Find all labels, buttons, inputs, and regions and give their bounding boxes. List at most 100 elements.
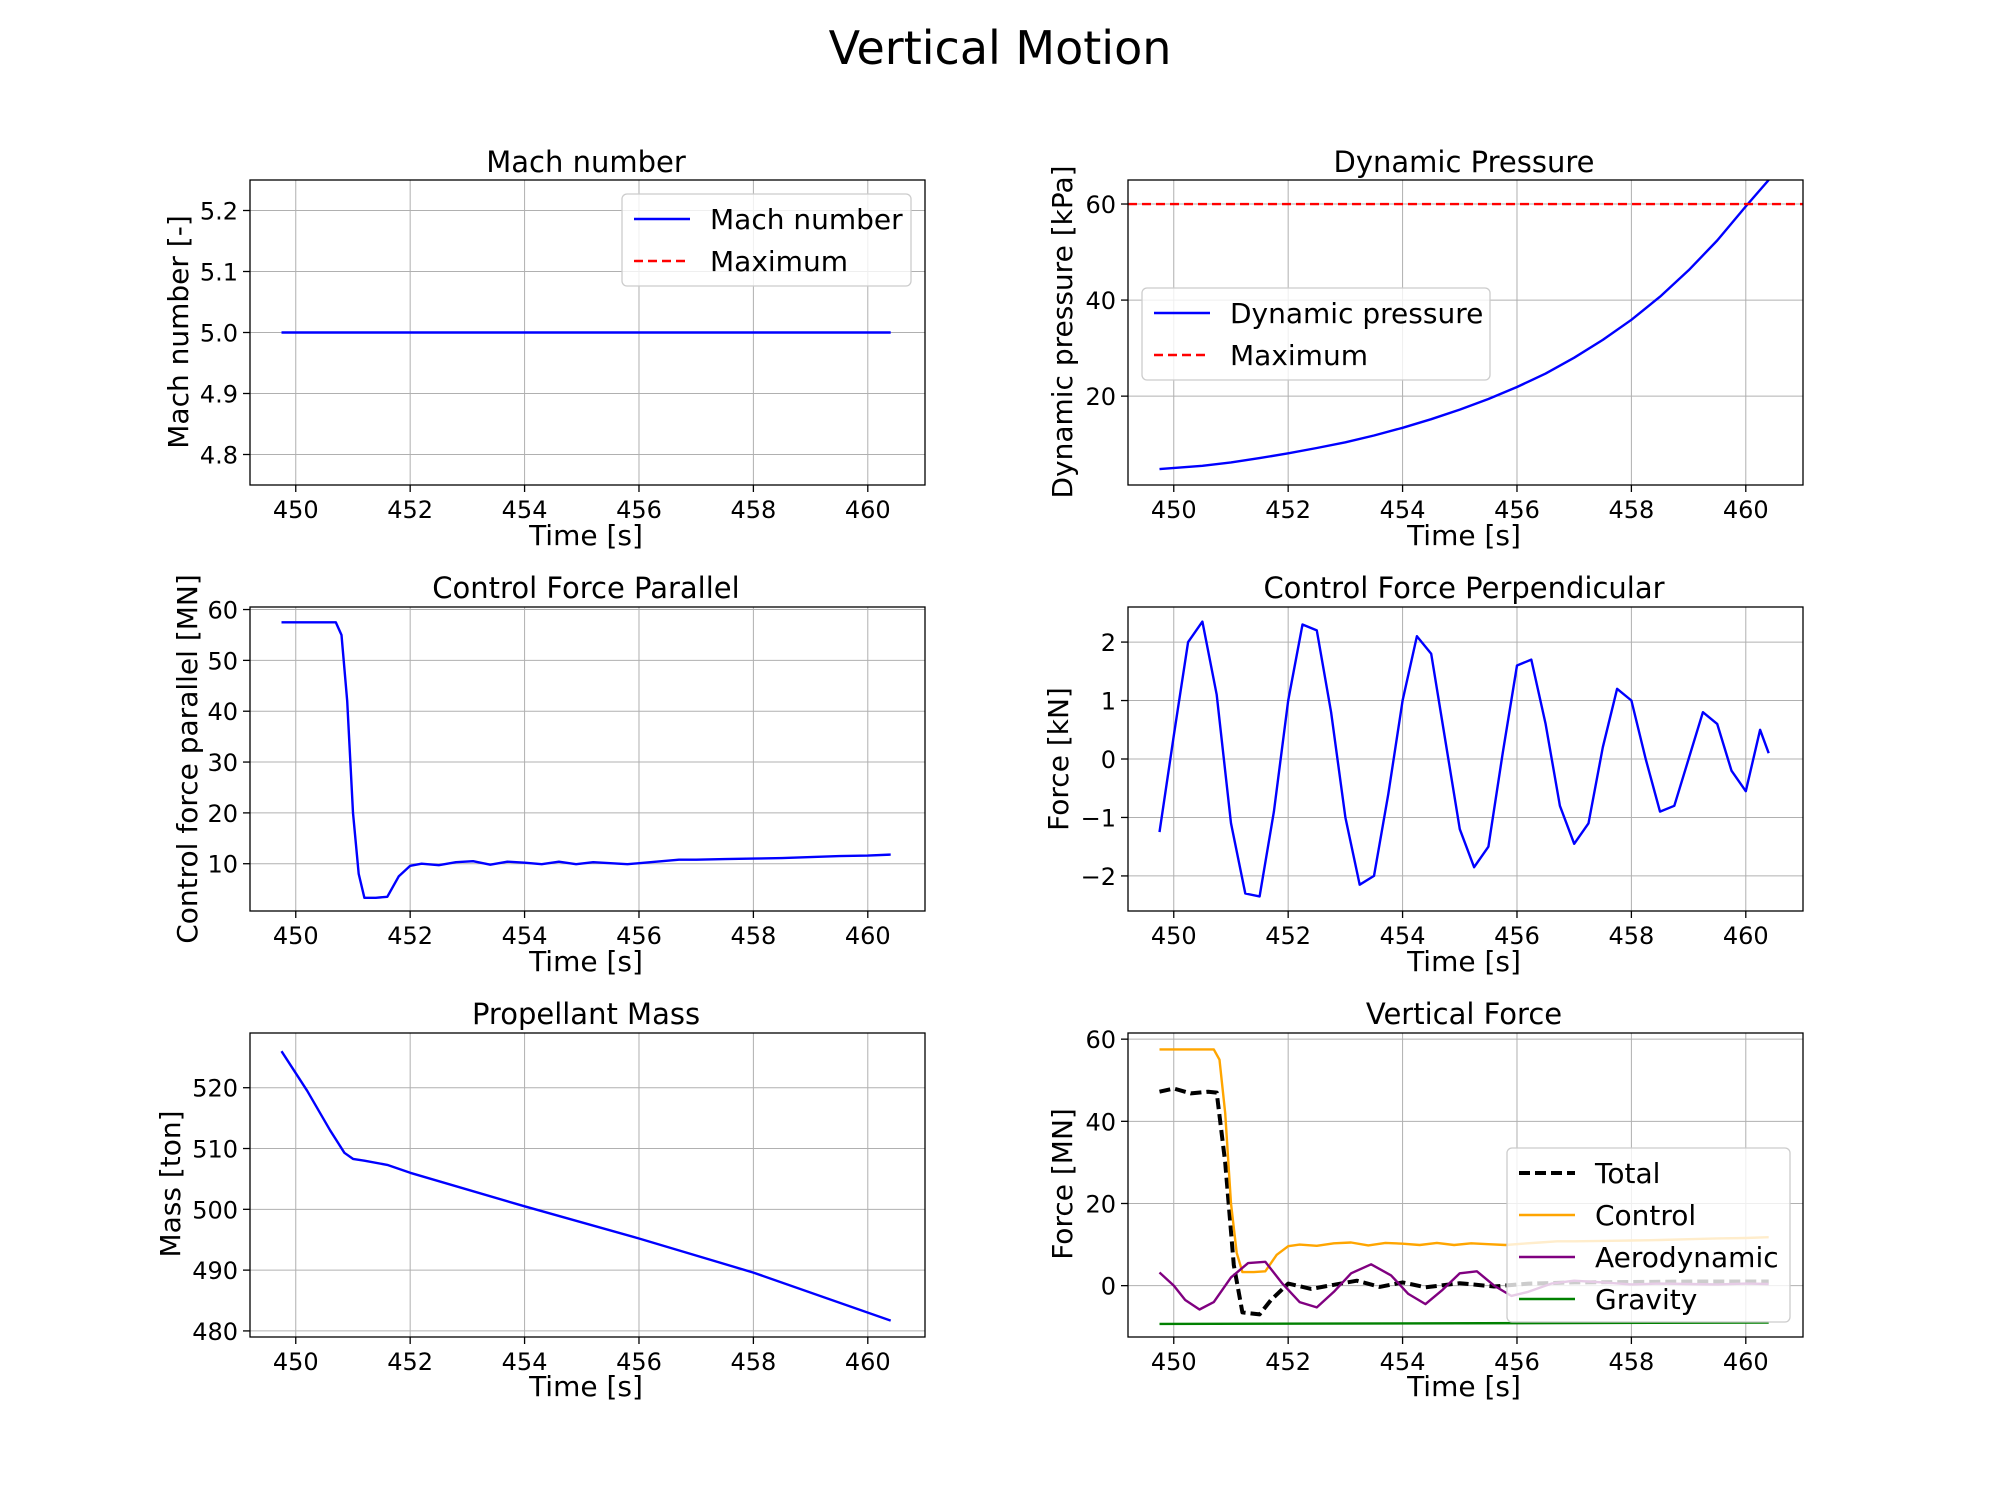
y-axis-label: Force [MN] <box>1046 1108 1079 1260</box>
x-tick-label: 454 <box>1380 922 1426 950</box>
y-tick-label: 20 <box>207 800 238 828</box>
dynamic-pressure-line <box>1159 180 1770 471</box>
gravity-line <box>1159 1321 1769 1326</box>
axes-frame <box>249 606 926 912</box>
series-line <box>280 1050 892 1322</box>
axes-frame <box>1127 1032 1804 1338</box>
x-tick-label: 452 <box>1265 922 1311 950</box>
y-tick-label: 4.8 <box>200 442 238 470</box>
panel-title: Control Force Perpendicular <box>1263 571 1664 605</box>
y-tick-label: 4.9 <box>200 381 238 409</box>
x-tick-label: 460 <box>1723 922 1769 950</box>
x-tick-label: 458 <box>730 496 776 524</box>
panel-mach-number: Mach number Time [s] Mach number [-] <box>162 145 686 552</box>
y-tick-label: 1 <box>1101 688 1116 716</box>
y-tick-label: 510 <box>192 1136 238 1164</box>
axes-5: 450 452 454 456 458 460 0 20 40 60 Total Control Aer… <box>1085 1026 1804 1376</box>
x-tick-label: 454 <box>502 496 548 524</box>
x-tick-label: 450 <box>1151 1348 1197 1376</box>
x-tick-label: 454 <box>1380 496 1426 524</box>
y-tick-label: 20 <box>1085 383 1116 411</box>
y-tick-label: 500 <box>192 1196 238 1224</box>
y-axis-label: Control force parallel [MN] <box>171 574 204 944</box>
x-tick-label: 456 <box>616 922 662 950</box>
legend-label: Maximum <box>1230 339 1368 372</box>
plot-area <box>280 1050 892 1322</box>
legend-label: Aerodynamic <box>1595 1241 1779 1274</box>
y-tick-label: 490 <box>192 1257 238 1285</box>
panel-title: Mach number <box>486 145 686 179</box>
y-tick-label: 60 <box>1085 191 1116 219</box>
axes-0: 450 452 454 456 458 460 4.8 4.9 5.0 5.1 5.2 Mach nu… <box>200 179 926 524</box>
y-tick-label: −1 <box>1081 804 1116 832</box>
x-tick-label: 460 <box>845 496 891 524</box>
panel-control-force-perpendicular: Control Force Perpendicular Time [s] For… <box>1042 571 1665 978</box>
x-tick-label: 450 <box>273 1348 319 1376</box>
y-axis-label: Mass [ton] <box>154 1110 187 1257</box>
x-tick-label: 450 <box>1151 496 1197 524</box>
y-tick-label: 30 <box>207 749 238 777</box>
y-tick-label: 5.1 <box>200 259 238 287</box>
legend-label: Control <box>1595 1199 1696 1232</box>
legend: Mach number Maximum <box>621 193 912 287</box>
legend: Dynamic pressure Maximum <box>1141 287 1491 381</box>
x-tick-label: 460 <box>1723 1348 1769 1376</box>
panel-dynamic-pressure: Dynamic Pressure Time [s] Dynamic pressu… <box>1046 145 1594 552</box>
x-tick-label: 450 <box>273 922 319 950</box>
y-tick-label: 20 <box>1085 1190 1116 1218</box>
panel-propellant-mass: Propellant Mass Time [s] Mass [ton] <box>154 997 700 1403</box>
x-tick-label: 452 <box>1265 496 1311 524</box>
total-line <box>1159 1086 1769 1317</box>
y-axis-label: Force [kN] <box>1042 687 1075 831</box>
panel-title: Vertical Force <box>1366 997 1562 1031</box>
panel-control-force-parallel: Control Force Parallel Time [s] Control … <box>171 571 740 978</box>
x-tick-label: 456 <box>616 496 662 524</box>
plot-area <box>281 621 891 899</box>
x-tick-label: 456 <box>1494 496 1540 524</box>
series-line <box>1158 620 1770 898</box>
y-tick-label: 50 <box>207 647 238 675</box>
x-tick-label: 456 <box>1494 922 1540 950</box>
y-tick-label: 40 <box>207 698 238 726</box>
axes-1: 450 452 454 456 458 460 20 40 60 Dynamic pressure… <box>1085 179 1804 524</box>
x-tick-label: 452 <box>387 1348 433 1376</box>
x-tick-label: 450 <box>1151 922 1197 950</box>
x-axis-label: Time [s] <box>528 945 643 978</box>
x-tick-label: 454 <box>502 922 548 950</box>
panel-title: Dynamic Pressure <box>1334 145 1595 179</box>
x-tick-label: 458 <box>1608 922 1654 950</box>
y-tick-label: 2 <box>1101 629 1116 657</box>
y-tick-label: 40 <box>1085 1108 1116 1136</box>
y-tick-label: 0 <box>1101 1273 1116 1301</box>
x-tick-label: 454 <box>1380 1348 1426 1376</box>
x-axis-label: Time [s] <box>1406 1370 1521 1403</box>
x-tick-label: 458 <box>730 1348 776 1376</box>
legend-label: Total <box>1594 1157 1660 1190</box>
axes-4: 450 452 454 456 458 460 480 490 500 510 520 <box>192 1032 926 1376</box>
y-axis-label: Mach number [-] <box>162 215 195 449</box>
y-tick-label: 40 <box>1085 287 1116 315</box>
y-tick-label: −2 <box>1081 863 1116 891</box>
x-tick-label: 458 <box>1608 496 1654 524</box>
legend-frame <box>621 193 912 287</box>
x-tick-label: 452 <box>387 922 433 950</box>
x-axis-label: Time [s] <box>1406 945 1521 978</box>
x-axis-label: Time [s] <box>528 1370 643 1403</box>
x-tick-label: 458 <box>730 922 776 950</box>
y-tick-label: 5.2 <box>200 198 238 226</box>
x-tick-label: 456 <box>1494 1348 1540 1376</box>
plot-area <box>1128 180 1803 471</box>
panel-title: Control Force Parallel <box>432 571 739 605</box>
legend-label: Gravity <box>1595 1283 1697 1316</box>
series-line <box>281 621 891 899</box>
axes-2: 450 452 454 456 458 460 10 20 30 40 50 60 <box>207 597 926 950</box>
y-tick-label: 5.0 <box>200 320 238 348</box>
legend-label: Maximum <box>710 245 848 278</box>
panel-vertical-force: Vertical Force Time [s] Force [MN] <box>1046 997 1562 1403</box>
legend-frame <box>1141 287 1491 381</box>
axes-frame <box>249 1032 926 1338</box>
x-tick-label: 460 <box>845 922 891 950</box>
y-tick-label: 0 <box>1101 746 1116 774</box>
y-tick-label: 60 <box>1085 1026 1116 1054</box>
